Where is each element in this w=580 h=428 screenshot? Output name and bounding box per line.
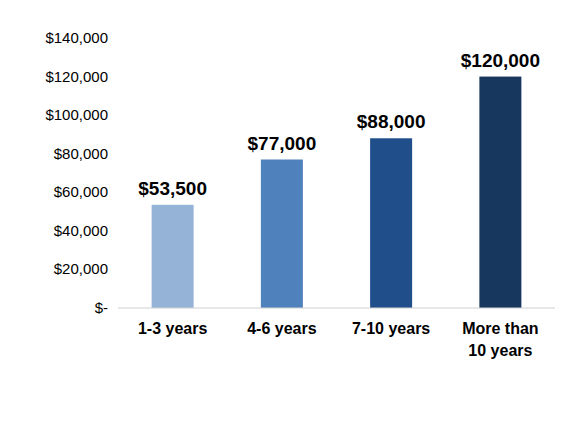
tick-mark (114, 269, 118, 270)
data-label: $53,500 (138, 178, 207, 199)
tick-mark (114, 115, 118, 116)
y-tick-label: $60,000 (54, 183, 108, 200)
y-tick-label: $80,000 (54, 145, 108, 162)
x-tick-label: More than10 years (462, 320, 538, 359)
data-label: $77,000 (248, 133, 317, 154)
y-tick-label: $140,000 (45, 29, 108, 46)
tick-mark (114, 153, 118, 154)
y-tick-label: $100,000 (45, 106, 108, 123)
tick-mark (114, 192, 118, 193)
chart: $- $20,000 $40,000 $60,000 $80,000 $100,000 $1… (0, 0, 580, 428)
tick-mark (114, 76, 118, 77)
data-label: $88,000 (357, 111, 426, 132)
y-tick-label: $40,000 (54, 222, 108, 239)
x-tick-label: 1-3 years (138, 320, 207, 337)
x-tick-label: 4-6 years (247, 320, 316, 337)
tick-mark (114, 308, 118, 309)
bar (261, 160, 303, 309)
tick-mark (114, 38, 118, 39)
x-axis-line (118, 308, 555, 309)
y-tick-label: $120,000 (45, 68, 108, 85)
x-tick-label: 7-10 years (352, 320, 430, 337)
y-tick-label: $- (95, 299, 108, 316)
bars (152, 77, 522, 308)
y-tick-label: $20,000 (54, 260, 108, 277)
tick-mark (114, 230, 118, 231)
bar (479, 77, 521, 308)
bar (152, 205, 194, 308)
data-label: $120,000 (461, 50, 540, 71)
bar (370, 138, 412, 308)
